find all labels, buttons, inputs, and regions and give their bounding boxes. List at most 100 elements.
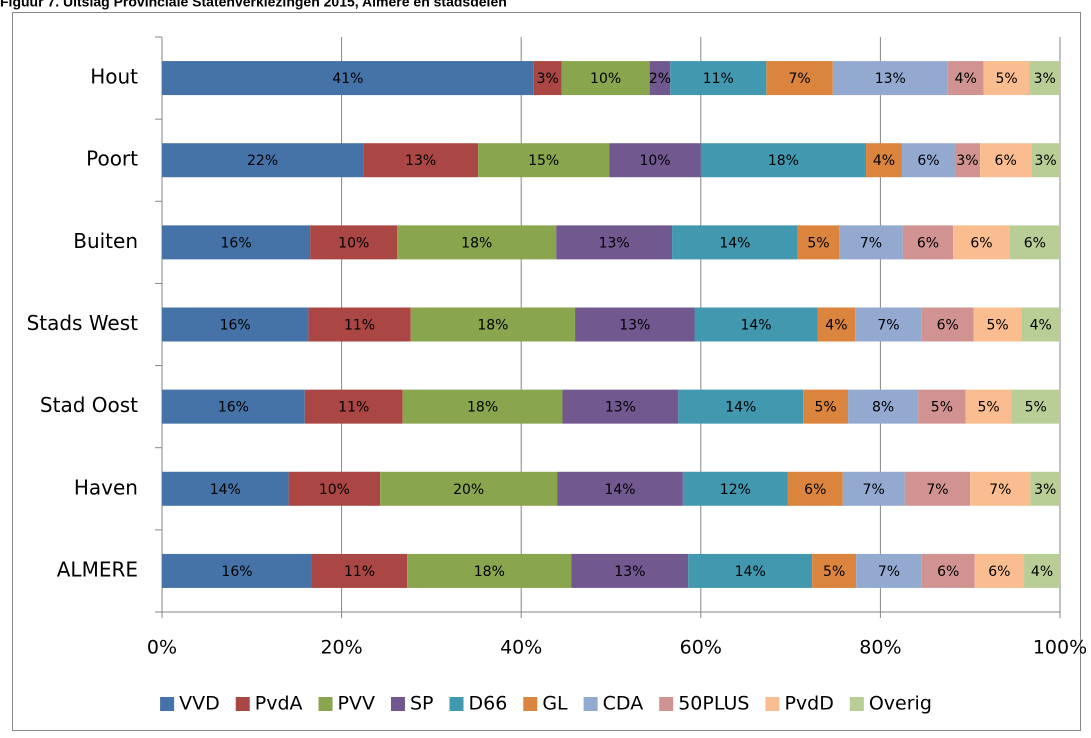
bar-segment [678, 389, 804, 424]
bar-segment [562, 389, 679, 424]
data-label: 5% [995, 71, 1017, 87]
bar-segment [817, 307, 856, 342]
bar-segment [672, 225, 798, 260]
legend-swatch [160, 697, 175, 711]
bar-segment [670, 61, 767, 96]
bar-segment [980, 143, 1032, 178]
x-tick-label: 100% [1033, 637, 1087, 659]
bar-segment [974, 553, 1025, 588]
bar-segment [533, 61, 562, 96]
x-tick-label: 60% [680, 637, 722, 659]
bar-segment [397, 225, 557, 260]
bar-segment [575, 307, 695, 342]
bar-segment [310, 225, 398, 260]
x-tick-label: 20% [320, 637, 362, 659]
data-label: 14% [740, 318, 771, 334]
legend-swatch [659, 697, 674, 711]
data-label: 5% [807, 235, 829, 251]
data-label: 13% [599, 235, 630, 251]
data-label: 6% [804, 482, 826, 498]
data-label: 3% [1034, 482, 1056, 498]
bar-segment [609, 143, 701, 178]
bar-segment [162, 143, 364, 178]
data-label: 11% [344, 318, 375, 334]
legend-label: SP [410, 693, 434, 715]
data-label: 13% [875, 71, 906, 87]
chart-title: Figuur 7. Uitslag Provinciale Statenverk… [0, 0, 507, 10]
data-label: 18% [461, 235, 492, 251]
data-label: 18% [477, 318, 508, 334]
data-label: 5% [986, 318, 1008, 334]
bar-segment [478, 143, 610, 178]
bar-segment [1024, 553, 1060, 588]
bar-segment [918, 389, 966, 424]
bar-segment [904, 471, 971, 506]
legend-label: PVV [338, 693, 375, 715]
data-label: 18% [474, 564, 505, 580]
bar-segment [766, 61, 833, 96]
bar-segment [1030, 471, 1060, 506]
bar-segment [947, 61, 984, 96]
bar-segment [162, 225, 311, 260]
legend-swatch [765, 697, 780, 711]
data-label: 5% [815, 400, 837, 416]
bar-segment [694, 307, 818, 342]
bar-segment [557, 471, 683, 506]
bar-segment [556, 225, 673, 260]
data-label: 6% [1024, 235, 1046, 251]
legend-swatch [523, 697, 538, 711]
data-label: 18% [467, 400, 498, 416]
y-tick-label: ALMERE [57, 557, 138, 581]
bar-segment [921, 307, 974, 342]
data-label: 14% [604, 482, 635, 498]
bar-segment [848, 389, 919, 424]
bar-segment [363, 143, 479, 178]
data-label: 5% [977, 400, 999, 416]
legend: VVD PvdA PVV SP D66 GL CDA 50PLUS PvdD Overig [160, 693, 932, 715]
legend-swatch [318, 697, 333, 711]
data-label: 4% [1030, 318, 1052, 334]
data-label: 3% [1034, 71, 1056, 87]
bar-segment [842, 471, 905, 506]
bar-segment [954, 143, 981, 178]
data-label: 14% [210, 482, 241, 498]
chart-frame [12, 12, 1081, 731]
data-label: 14% [719, 235, 750, 251]
data-label: 18% [768, 153, 799, 169]
data-label: 6% [937, 318, 959, 334]
data-label: 2% [649, 71, 671, 87]
bar-segment [308, 307, 411, 342]
bar-segment [311, 553, 408, 588]
data-label: 6% [988, 564, 1010, 580]
bar-segment [797, 225, 840, 260]
data-label: 7% [877, 318, 899, 334]
bar-segment [410, 307, 576, 342]
data-label: 8% [872, 400, 894, 416]
data-label: 4% [955, 71, 977, 87]
bar-segment [649, 61, 671, 96]
data-label: 10% [639, 153, 670, 169]
data-label: 5% [1025, 400, 1047, 416]
data-label: 10% [590, 71, 621, 87]
data-label: 7% [926, 482, 948, 498]
bar-segment [162, 307, 309, 342]
data-label: 13% [405, 153, 436, 169]
data-label: 3% [1035, 153, 1057, 169]
data-label: 13% [614, 564, 645, 580]
data-label: 11% [344, 564, 375, 580]
data-label: 4% [1031, 564, 1053, 580]
bar-segment [1031, 143, 1060, 178]
bar-segment [688, 553, 813, 588]
data-label: 15% [528, 153, 559, 169]
bar-segment [162, 61, 534, 96]
legend-label: CDA [603, 693, 644, 715]
bar-segment [856, 553, 922, 588]
data-label: 14% [725, 400, 756, 416]
bar-segment [970, 471, 1031, 506]
data-label: 16% [221, 564, 252, 580]
data-label: 10% [338, 235, 369, 251]
legend-label: D66 [469, 693, 508, 715]
y-tick-label: Buiten [73, 229, 138, 253]
legend-label: PvdD [784, 693, 833, 715]
